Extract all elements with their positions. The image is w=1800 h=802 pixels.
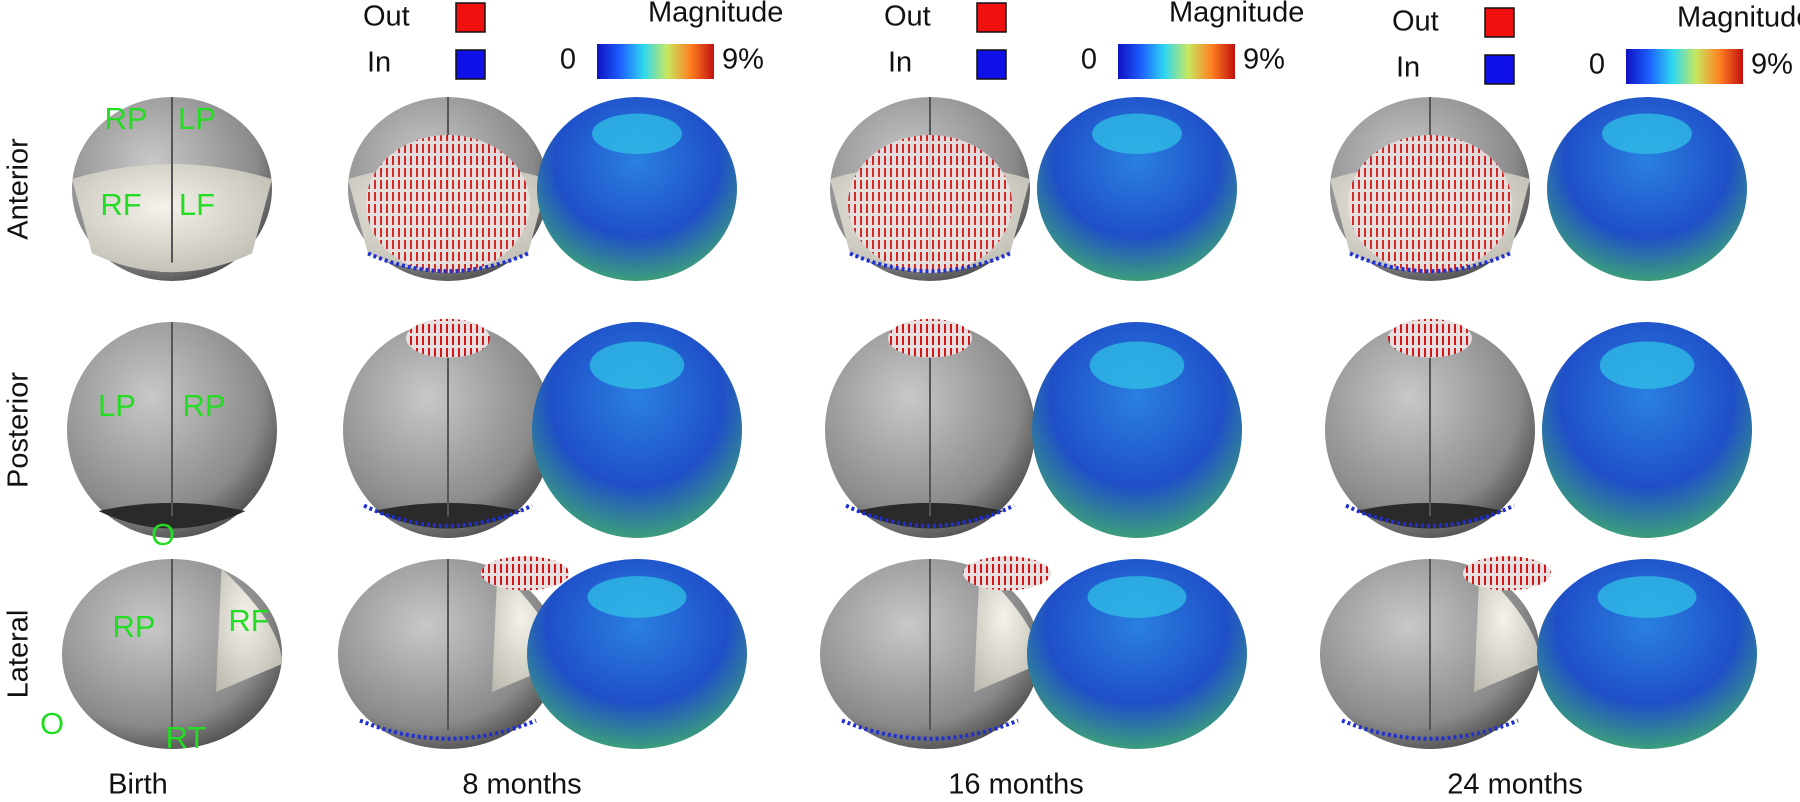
legend-out-swatch [976, 2, 1007, 33]
outward-arrows [1388, 318, 1472, 358]
magnitude-hotspot [592, 113, 682, 155]
magnitude-hotspot [1599, 341, 1695, 389]
column-label: 24 months [1447, 769, 1582, 801]
legend-in-label: In [367, 47, 391, 79]
outward-arrows [1348, 135, 1512, 273]
region-label: RF [100, 187, 141, 222]
region-label: RP [104, 101, 147, 136]
colorbar-min-label: 0 [560, 44, 576, 76]
colorbar [597, 44, 714, 79]
outward-arrows [888, 318, 972, 358]
inward-arrows [841, 718, 1019, 741]
magnitude-head [527, 559, 747, 749]
inward-arrows [359, 718, 537, 741]
outward-arrows [481, 556, 569, 591]
legend-in-swatch [455, 49, 486, 80]
column-label: Birth [108, 769, 168, 801]
outward-arrows [963, 556, 1051, 591]
region-label: O [40, 706, 64, 741]
region-label: LP [98, 388, 136, 423]
colorbar [1118, 44, 1235, 79]
outward-arrows [1463, 556, 1551, 591]
region-label: LF [179, 187, 215, 222]
region-label: RT [166, 720, 207, 755]
inward-arrows [845, 503, 1015, 528]
magnitude-hotspot [1602, 113, 1692, 155]
magnitude-head [1542, 322, 1752, 538]
legend-out-swatch [1484, 7, 1515, 38]
legend-magnitude-title: Magnitude [1169, 0, 1304, 29]
magnitude-hotspot [1089, 341, 1185, 389]
colorbar [1626, 49, 1743, 84]
outward-arrows [406, 318, 490, 358]
legend-in-swatch [976, 49, 1007, 80]
magnitude-head [1032, 322, 1242, 538]
colorbar-max-label: 9% [722, 44, 764, 76]
legend-in-label: In [1396, 52, 1420, 84]
colorbar-max-label: 9% [1751, 49, 1793, 81]
column-label: 8 months [462, 769, 581, 801]
magnitude-head [532, 322, 742, 538]
magnitude-head [1547, 97, 1747, 281]
outward-arrows [366, 135, 530, 273]
legend-out-swatch [455, 2, 486, 33]
legend-out-label: Out [363, 1, 410, 33]
region-label: RP [112, 609, 155, 644]
inward-arrows [1349, 251, 1511, 274]
inward-arrows [1341, 718, 1519, 741]
legend-in-label: In [888, 47, 912, 79]
region-label: O [151, 517, 175, 552]
magnitude-hotspot [587, 576, 687, 618]
legend-out-label: Out [884, 1, 931, 33]
inward-arrows [363, 503, 533, 528]
inward-arrows [849, 251, 1011, 274]
legend-out-label: Out [1392, 6, 1439, 38]
colorbar-max-label: 9% [1243, 44, 1285, 76]
outward-arrows [848, 135, 1012, 273]
legend-magnitude-title: Magnitude [648, 0, 783, 29]
magnitude-head [1037, 97, 1237, 281]
magnitude-hotspot [1092, 113, 1182, 155]
magnitude-hotspot [1087, 576, 1187, 618]
row-label: Lateral [3, 610, 35, 699]
column-label: 16 months [948, 769, 1083, 801]
legend-in-swatch [1484, 54, 1515, 85]
inward-arrows [367, 251, 529, 274]
frontal-bone [1474, 568, 1540, 692]
row-label: Anterior [3, 138, 35, 240]
magnitude-head [1027, 559, 1247, 749]
region-label: RP [182, 388, 225, 423]
colorbar-min-label: 0 [1589, 49, 1605, 81]
row-label: Posterior [3, 372, 35, 488]
magnitude-head [1537, 559, 1757, 749]
region-label: LP [178, 101, 216, 136]
magnitude-hotspot [589, 341, 685, 389]
legend-magnitude-title: Magnitude [1677, 2, 1800, 34]
inward-arrows [1345, 503, 1515, 528]
frontal-bone [216, 568, 282, 692]
region-label: RF [228, 603, 269, 638]
colorbar-min-label: 0 [1081, 44, 1097, 76]
frontal-bone [974, 568, 1040, 692]
magnitude-hotspot [1597, 576, 1697, 618]
magnitude-head [537, 97, 737, 281]
